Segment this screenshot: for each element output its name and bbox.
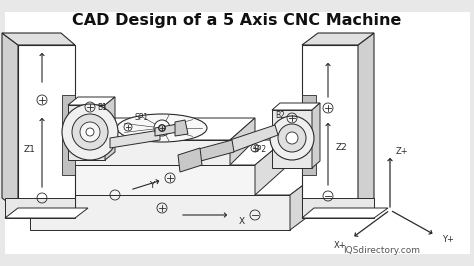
Polygon shape: [195, 140, 234, 162]
Polygon shape: [55, 165, 255, 195]
Text: Y: Y: [149, 181, 155, 190]
Ellipse shape: [117, 114, 207, 142]
Polygon shape: [175, 120, 188, 136]
Polygon shape: [230, 118, 255, 165]
Circle shape: [270, 116, 314, 160]
Polygon shape: [70, 118, 255, 140]
Polygon shape: [5, 208, 88, 218]
Polygon shape: [358, 33, 374, 210]
Polygon shape: [62, 95, 75, 175]
Polygon shape: [302, 198, 374, 218]
Text: X+: X+: [334, 240, 346, 250]
Text: IQSdirectory.com: IQSdirectory.com: [343, 246, 420, 255]
Polygon shape: [155, 124, 178, 136]
Text: Y+: Y+: [442, 235, 454, 244]
Polygon shape: [30, 195, 290, 230]
Circle shape: [278, 124, 306, 152]
Polygon shape: [68, 105, 105, 160]
Text: SP2: SP2: [253, 146, 267, 155]
Polygon shape: [70, 140, 230, 165]
Polygon shape: [68, 97, 115, 105]
Polygon shape: [302, 95, 316, 175]
Polygon shape: [272, 103, 320, 110]
Text: CAD Design of a 5 Axis CNC Machine: CAD Design of a 5 Axis CNC Machine: [73, 13, 401, 28]
Text: B1: B1: [97, 102, 107, 111]
Polygon shape: [2, 33, 18, 210]
Polygon shape: [255, 140, 285, 195]
Polygon shape: [110, 130, 160, 148]
Text: SP1: SP1: [135, 113, 149, 122]
Circle shape: [86, 128, 94, 136]
Polygon shape: [290, 165, 330, 230]
Circle shape: [286, 132, 298, 144]
Polygon shape: [30, 165, 330, 195]
Text: Z+: Z+: [396, 148, 408, 156]
Polygon shape: [302, 45, 358, 210]
Circle shape: [154, 120, 170, 136]
Text: Z1: Z1: [24, 146, 36, 155]
Circle shape: [80, 122, 100, 142]
Circle shape: [62, 104, 118, 160]
Polygon shape: [2, 33, 75, 45]
Polygon shape: [302, 33, 374, 45]
Polygon shape: [105, 97, 115, 160]
Text: B2: B2: [275, 110, 285, 119]
Polygon shape: [55, 140, 285, 165]
Circle shape: [159, 125, 165, 131]
Polygon shape: [178, 148, 202, 172]
Text: X: X: [239, 218, 245, 227]
Polygon shape: [302, 208, 388, 218]
Text: Z2: Z2: [336, 143, 348, 152]
Polygon shape: [230, 125, 278, 152]
Polygon shape: [312, 103, 320, 168]
Polygon shape: [18, 45, 75, 210]
Polygon shape: [5, 12, 470, 254]
Polygon shape: [272, 110, 312, 168]
Circle shape: [72, 114, 108, 150]
Polygon shape: [5, 198, 75, 218]
